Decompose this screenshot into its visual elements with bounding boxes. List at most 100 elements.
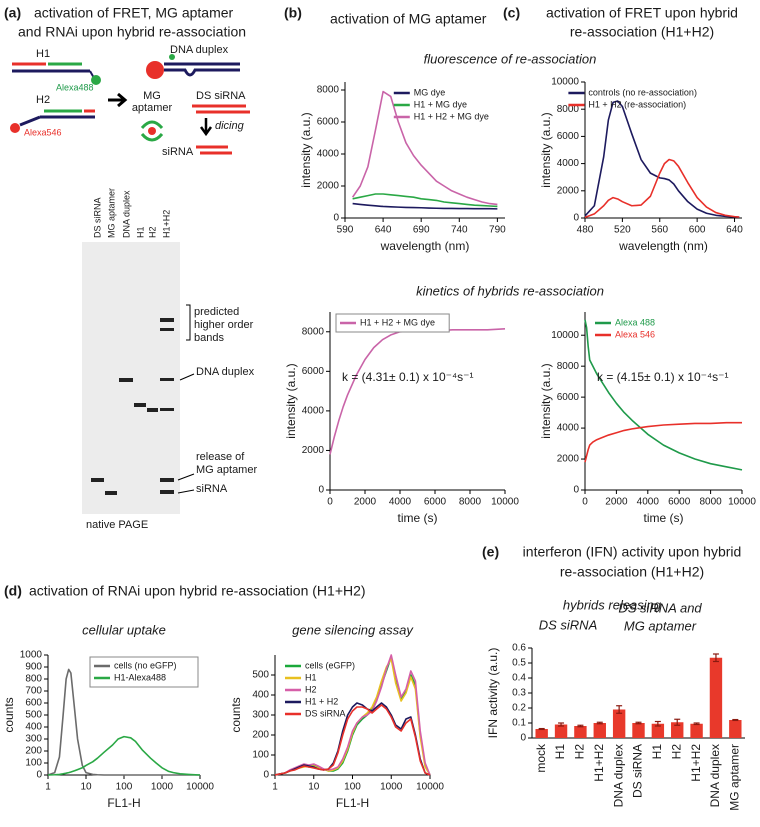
panel-label: (d) (4, 583, 22, 599)
y-tick-label: 0 (36, 770, 42, 781)
annotation: k = (4.31± 0.1) x 10⁻⁴s⁻¹ (342, 370, 473, 384)
band (134, 403, 146, 407)
panel-title: re-association (H1+H2) (560, 564, 704, 580)
y-tick-label: 900 (25, 662, 42, 673)
error-bar (577, 724, 584, 728)
panel-label: (a) (4, 5, 21, 21)
y-tick-label: 700 (25, 686, 42, 697)
x-tick-label: 590 (337, 225, 354, 236)
x-tick-label: 520 (614, 225, 631, 236)
legend-label: H2 (305, 684, 317, 694)
series-line (584, 319, 743, 471)
error-bar (712, 653, 719, 663)
x-axis-label: time (s) (398, 511, 438, 525)
lane-label: H1+H2 (161, 210, 171, 238)
gel: DS siRNA MG aptamer DNA duplex H1 H2 H1+… (82, 188, 257, 531)
chart-title: gene silencing assay (292, 622, 414, 637)
error-bar (596, 721, 603, 725)
x-tick-label: 10000 (491, 497, 519, 508)
x-tick-label: 2000 (354, 497, 377, 508)
x-tick-label: H1+H2 (592, 744, 606, 782)
gel-annotation: higher order (194, 319, 254, 331)
diagram-label: Alexa488 (56, 82, 94, 92)
y-tick-label: 0 (573, 485, 579, 496)
y-tick-label: 0.3 (512, 688, 526, 699)
y-tick-label: 6000 (557, 131, 580, 142)
bar (709, 657, 723, 738)
aptamer-icon (140, 120, 164, 142)
diagram-label: dicing (215, 120, 245, 132)
y-tick-label: 300 (252, 710, 269, 721)
fluorophore (169, 54, 175, 60)
diagram-label: H1 (36, 48, 50, 60)
y-tick-label: 8000 (317, 85, 340, 96)
y-tick-label: 0 (333, 213, 339, 224)
band (91, 478, 104, 482)
bar (651, 723, 665, 738)
series-line (584, 421, 742, 463)
lane-label: DNA duplex (121, 190, 131, 238)
band (160, 378, 174, 381)
y-tick-label: 300 (25, 734, 42, 745)
series-line (274, 654, 431, 776)
y-tick-label: 4000 (557, 158, 580, 169)
x-axis-label: FL1-H (336, 796, 369, 810)
y-tick-label: 0 (263, 770, 269, 781)
x-tick-label: H1+H2 (689, 744, 703, 782)
x-tick-label: 100 (344, 782, 361, 793)
bar (574, 726, 587, 738)
x-tick-label: 10000 (416, 782, 444, 793)
y-tick-label: 400 (25, 722, 42, 733)
diagram-label: aptamer (132, 102, 173, 114)
bar (535, 729, 548, 738)
series-line (274, 656, 431, 776)
bracket (186, 304, 191, 341)
error-bar (732, 718, 739, 722)
arrow (177, 473, 195, 494)
band (160, 408, 174, 411)
legend-label: H1 + H2 + MG dye (414, 111, 489, 121)
y-tick-label: 0.1 (512, 718, 526, 729)
y-tick-label: 0.2 (512, 703, 526, 714)
x-tick-label: 10000 (728, 497, 756, 508)
legend-label: MG dye (414, 87, 446, 97)
series-line (584, 100, 740, 218)
y-tick-label: 4000 (557, 423, 580, 434)
x-axis-label: wavelength (nm) (618, 239, 708, 253)
error-bar (538, 727, 545, 731)
y-axis-label: intensity (a.u.) (299, 112, 313, 187)
y-tick-label: 6000 (557, 392, 580, 403)
gel-caption: native PAGE (86, 519, 148, 531)
series-line (47, 735, 201, 776)
gel-annotation: DNA duplex (196, 366, 255, 378)
y-tick-label: 4000 (302, 406, 325, 417)
chart-title: cellular uptake (82, 622, 166, 637)
diagram-label: DS siRNA (196, 90, 246, 102)
x-tick-label: 4000 (637, 497, 660, 508)
y-tick-label: 2000 (317, 181, 340, 192)
schematic: H1 Alexa488 H2 Alexa546 DNA duplex MG ap… (10, 44, 250, 158)
series-line (274, 658, 431, 776)
panel-label: (c) (503, 5, 520, 21)
x-tick-label: 600 (689, 225, 706, 236)
panel-title: activation of FRET, MG aptamer (34, 5, 234, 21)
lane-label: H2 (147, 226, 157, 238)
y-axis-label: intensity (a.u.) (539, 112, 553, 187)
y-tick-label: 0 (520, 733, 526, 744)
y-tick-label: 6000 (302, 366, 325, 377)
legend-label: Alexa 546 (615, 329, 655, 339)
bar (729, 720, 742, 738)
panel-label: (e) (482, 544, 499, 560)
legend-label: cells (eGFP) (305, 660, 355, 670)
x-tick-label: 2000 (605, 497, 628, 508)
y-tick-label: 6000 (317, 117, 340, 128)
fluorophore (10, 123, 20, 133)
x-tick-label: H2 (573, 744, 587, 760)
legend-label: H1 + H2 + MG dye (360, 317, 435, 327)
arrow (108, 92, 128, 108)
y-tick-label: 200 (25, 746, 42, 757)
gel-annotation: predicted (194, 306, 239, 318)
error-bar (674, 718, 681, 726)
gel-annotation: MG aptamer (196, 464, 257, 476)
